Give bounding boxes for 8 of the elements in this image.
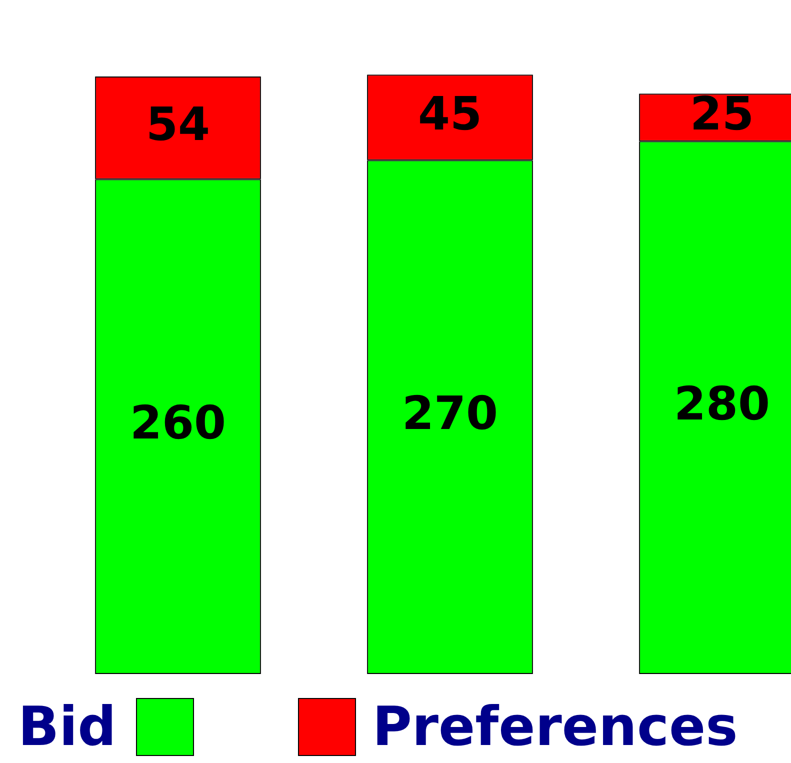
data-label: 260 — [130, 396, 226, 450]
legend-label: Preferences — [372, 695, 738, 758]
data-label: 270 — [402, 386, 498, 440]
series-label: Bid — [18, 695, 116, 758]
data-label: 54 — [146, 96, 210, 151]
data-label: 45 — [418, 86, 482, 140]
data-label: 25 — [690, 86, 754, 140]
data-label: 280 — [674, 376, 770, 431]
